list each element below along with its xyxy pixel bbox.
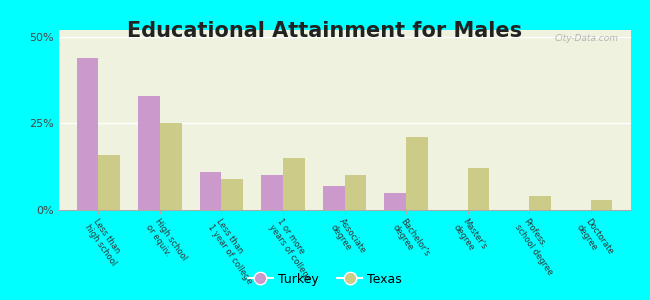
Bar	[283, 158, 304, 210]
Bar	[385, 193, 406, 210]
Bar	[261, 176, 283, 210]
Bar	[406, 137, 428, 210]
Bar	[77, 58, 99, 210]
Bar	[529, 196, 551, 210]
Bar	[323, 186, 345, 210]
Bar	[99, 154, 120, 210]
Bar	[200, 172, 222, 210]
Bar	[138, 96, 160, 210]
Bar	[590, 200, 612, 210]
Bar	[467, 169, 489, 210]
Text: Educational Attainment for Males: Educational Attainment for Males	[127, 21, 523, 41]
Bar	[344, 176, 366, 210]
Bar	[160, 124, 181, 210]
Text: City-Data.com: City-Data.com	[555, 34, 619, 43]
Legend: Turkey, Texas: Turkey, Texas	[243, 268, 407, 291]
Bar	[222, 179, 243, 210]
